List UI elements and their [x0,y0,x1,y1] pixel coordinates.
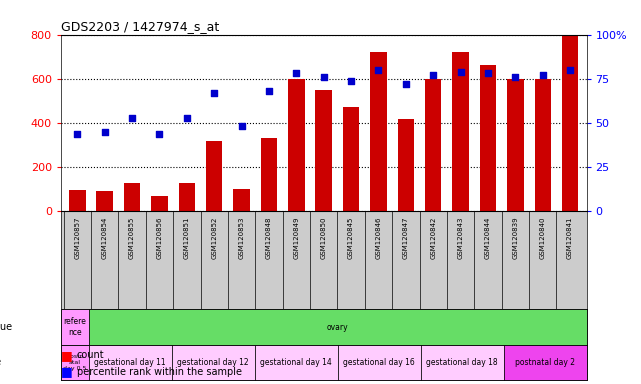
Text: gestational day 11: gestational day 11 [94,358,166,367]
Text: GSM120845: GSM120845 [348,216,354,258]
Text: age: age [0,358,1,367]
Point [264,88,274,94]
Text: percentile rank within the sample: percentile rank within the sample [77,367,242,377]
Bar [453,52,469,211]
Bar [562,35,578,211]
Bar [397,119,414,211]
Bar [370,52,387,211]
Text: GSM120850: GSM120850 [320,216,327,259]
Text: gestational day 12: gestational day 12 [177,358,249,367]
Point [291,70,301,76]
Bar [254,345,338,380]
Point [538,72,548,78]
Text: GSM120854: GSM120854 [102,216,108,258]
Point [401,81,411,87]
Text: GSM120857: GSM120857 [74,216,80,259]
Bar [479,66,496,211]
Bar [338,345,420,380]
Text: GSM120852: GSM120852 [211,216,217,258]
Point [510,74,520,80]
Bar [124,182,140,211]
Point [127,114,137,121]
Text: GSM120839: GSM120839 [512,216,519,259]
Text: GSM120842: GSM120842 [430,216,437,258]
Point [428,72,438,78]
Bar [504,345,587,380]
Point [154,131,165,137]
Bar [61,345,88,380]
Bar [97,191,113,211]
Bar [88,345,172,380]
Text: GSM120843: GSM120843 [458,216,463,259]
Point [346,78,356,84]
Text: gestational day 16: gestational day 16 [343,358,415,367]
Text: gestational day 14: gestational day 14 [260,358,332,367]
Point [483,70,493,76]
Text: GSM120847: GSM120847 [403,216,409,259]
Text: GSM120840: GSM120840 [540,216,545,259]
Text: GSM120844: GSM120844 [485,216,491,258]
Bar [507,79,524,211]
Text: GDS2203 / 1427974_s_at: GDS2203 / 1427974_s_at [61,20,219,33]
Text: postnatal day 2: postnatal day 2 [515,358,575,367]
Point [99,129,110,135]
Bar [261,138,277,211]
Bar [343,108,360,211]
Point [456,69,466,75]
Text: GSM120846: GSM120846 [376,216,381,259]
Text: refere
nce: refere nce [63,318,86,337]
Text: count: count [77,350,104,360]
Text: ■: ■ [61,365,72,378]
Text: GSM120848: GSM120848 [266,216,272,259]
Text: GSM120855: GSM120855 [129,216,135,258]
Text: GSM120841: GSM120841 [567,216,573,259]
Point [181,114,192,121]
Bar [172,345,254,380]
Bar [420,345,504,380]
Point [565,67,575,73]
Bar [288,79,304,211]
Point [209,90,219,96]
Bar [206,141,222,211]
Text: postn
atal
day 0.5: postn atal day 0.5 [63,354,87,371]
Text: GSM120853: GSM120853 [238,216,245,259]
Bar [425,79,442,211]
Text: GSM120856: GSM120856 [156,216,162,259]
Bar [151,196,168,211]
Bar [315,90,332,211]
Bar [535,79,551,211]
Bar [69,190,85,211]
Bar [179,182,195,211]
Point [319,74,329,80]
Bar [233,189,250,211]
Point [373,67,383,73]
Text: ovary: ovary [327,323,348,332]
Text: gestational day 18: gestational day 18 [426,358,498,367]
Text: ■: ■ [61,349,72,362]
Text: tissue: tissue [0,322,13,332]
Bar [61,310,88,345]
Point [72,131,83,137]
Point [237,123,247,129]
Text: GSM120849: GSM120849 [294,216,299,259]
Text: GSM120851: GSM120851 [184,216,190,259]
